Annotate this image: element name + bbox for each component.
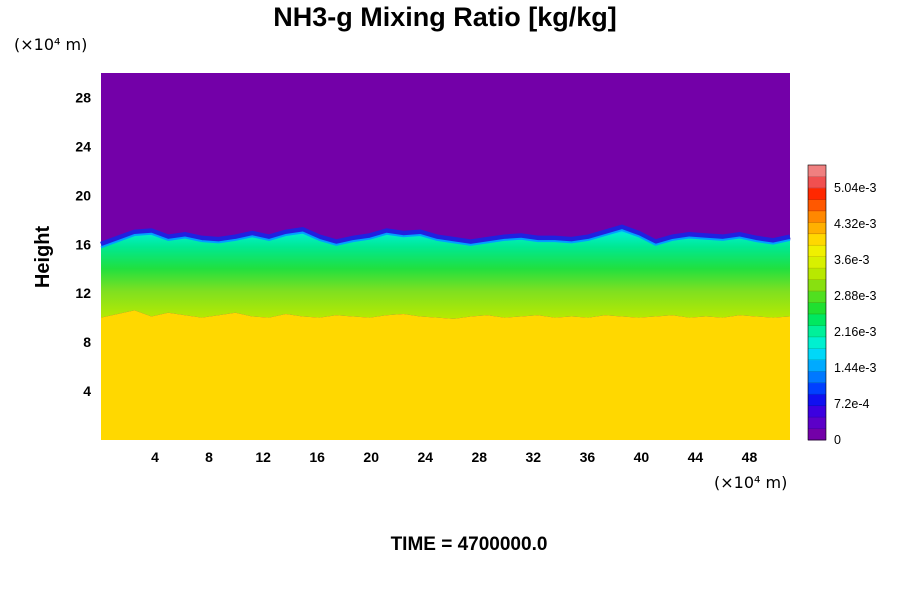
x-tick-label: 44	[688, 449, 704, 465]
colorbar-swatch	[808, 336, 826, 349]
y-tick-label: 16	[75, 236, 91, 252]
colorbar-swatch	[808, 199, 826, 212]
colorbar	[807, 164, 827, 441]
x-tick-label: 24	[417, 449, 433, 465]
colorbar-swatch	[808, 245, 826, 258]
interface-edge	[100, 224, 791, 247]
x-tick-label: 28	[471, 449, 487, 465]
colorbar-swatch	[808, 165, 826, 177]
x-tick-label: 32	[526, 449, 542, 465]
x-tick-label: 4	[151, 449, 159, 465]
colorbar-swatch	[808, 187, 826, 200]
colorbar-swatch	[808, 210, 826, 223]
lower-layer-region	[101, 310, 790, 440]
colorbar-swatch	[808, 279, 826, 292]
x-unit-label: (×10⁴ m)	[714, 473, 787, 492]
transition-layer-region	[101, 227, 790, 319]
colorbar-swatch	[808, 291, 826, 303]
colorbar-swatch	[808, 348, 826, 361]
colorbar-tick-label: 4.32e-3	[834, 217, 876, 231]
y-tick-label: 12	[75, 285, 91, 301]
colorbar-tick-label: 0	[834, 433, 841, 447]
x-tick-label: 16	[309, 449, 325, 465]
colorbar-swatch	[808, 371, 826, 384]
colorbar-swatch	[808, 313, 826, 326]
plot-area	[100, 73, 791, 440]
y-unit-label: (×10⁴ m)	[14, 35, 87, 54]
colorbar-tick-label: 5.04e-3	[834, 181, 876, 195]
y-axis-label: Height	[32, 226, 54, 289]
colorbar-frame	[807, 164, 827, 441]
y-tick-label: 28	[75, 89, 91, 105]
y-tick-label: 24	[75, 138, 91, 154]
colorbar-swatch	[808, 359, 826, 372]
chart-title: NH3-g Mixing Ratio [kg/kg]	[273, 2, 617, 32]
colorbar-swatch	[808, 176, 826, 189]
x-tick-label: 48	[742, 449, 758, 465]
time-label: TIME = 4700000.0	[391, 534, 548, 555]
x-tick-label: 12	[255, 449, 271, 465]
x-tick-label: 40	[634, 449, 650, 465]
colorbar-swatch	[808, 302, 826, 315]
y-tick-label: 4	[83, 383, 91, 399]
x-tick-label: 20	[363, 449, 379, 465]
colorbar-swatch	[808, 405, 826, 418]
colorbar-tick-label: 2.88e-3	[834, 289, 876, 303]
colorbar-swatch	[808, 222, 826, 235]
colorbar-tick-label: 1.44e-3	[834, 361, 876, 375]
colorbar-swatch	[808, 417, 826, 429]
colorbar-tick-label: 2.16e-3	[834, 325, 876, 339]
y-tick-label: 8	[83, 334, 91, 350]
x-axis-ticks: 4 8 12 16 20 24 28 32 36 40 44 48	[151, 449, 757, 465]
x-tick-label: 36	[580, 449, 596, 465]
colorbar-swatch	[808, 233, 826, 246]
colorbar-swatch	[808, 325, 826, 338]
colorbar-tick-label: 7.2e-4	[834, 397, 869, 411]
colorbar-swatch	[808, 268, 826, 280]
y-axis-ticks: 4 8 12 16 20 24 28	[75, 89, 91, 399]
interface-glow	[100, 229, 791, 249]
colorbar-ticks: 0 7.2e-4 1.44e-3 2.16e-3 2.88e-3 3.6e-3 4.32e-…	[834, 181, 876, 447]
colorbar-swatch	[808, 394, 826, 407]
y-tick-label: 20	[75, 187, 91, 203]
colorbar-swatch	[808, 428, 826, 441]
colorbar-tick-label: 3.6e-3	[834, 253, 869, 267]
colorbar-swatch	[808, 382, 826, 395]
x-tick-label: 8	[205, 449, 213, 465]
colorbar-swatch	[808, 256, 826, 269]
